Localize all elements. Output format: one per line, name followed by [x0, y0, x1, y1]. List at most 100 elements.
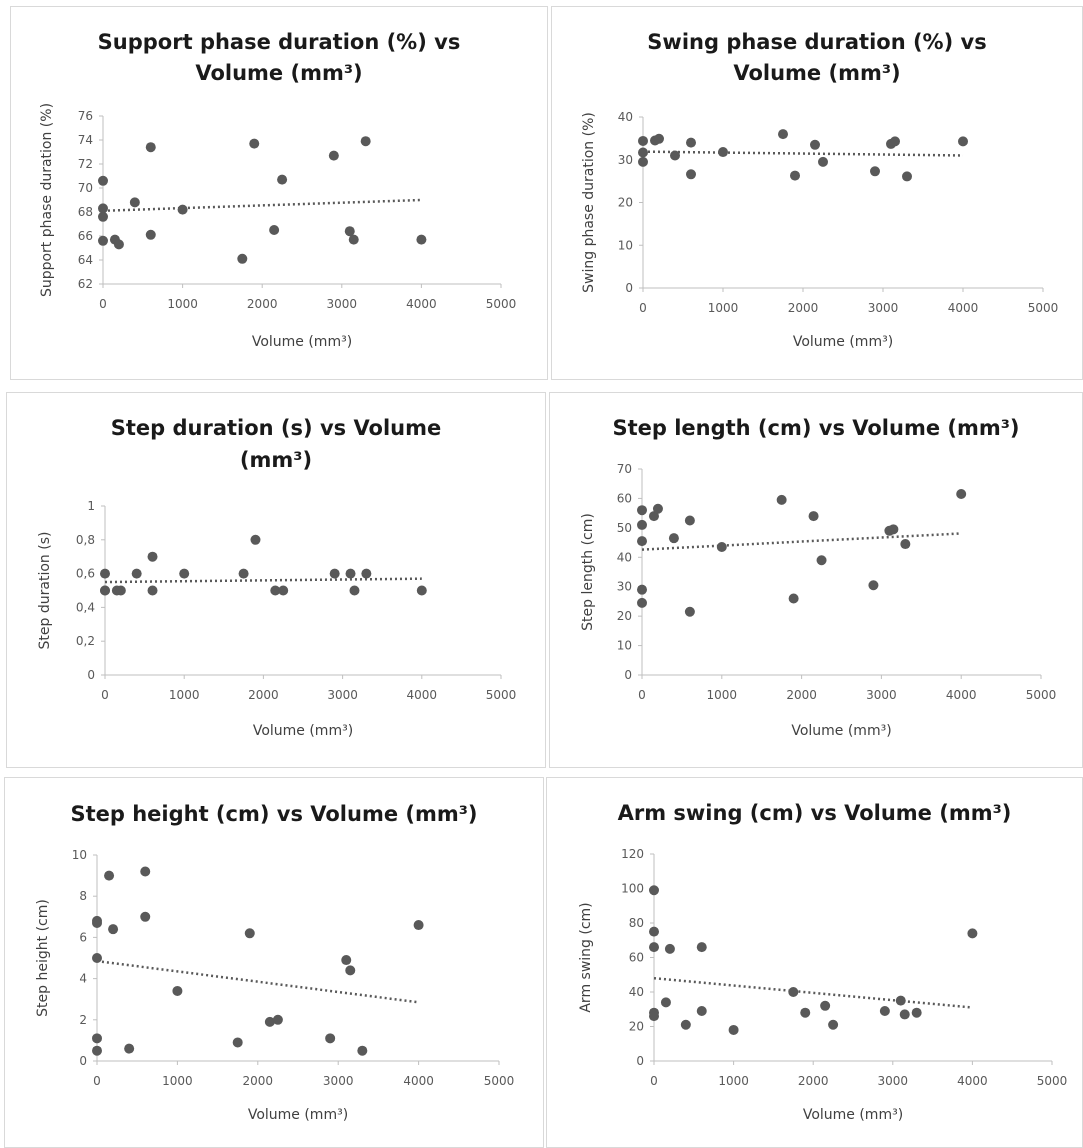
data-point — [129, 197, 140, 208]
y-axis-label: Step height (cm) — [35, 899, 51, 1017]
y-axis-label: Arm swing (cm) — [578, 902, 594, 1012]
x-tick-label: 0 — [650, 1074, 658, 1088]
data-point — [232, 1037, 243, 1048]
data-point — [899, 1009, 910, 1020]
y-tick-label: 66 — [78, 229, 93, 243]
y-axis-label: Step duration (s) — [37, 532, 53, 650]
data-point — [728, 1024, 739, 1035]
y-axis-label: Step length (cm) — [580, 513, 596, 631]
data-point — [696, 942, 707, 953]
trendline — [642, 150, 964, 157]
y-tick-label: 30 — [618, 153, 633, 167]
data-point — [911, 1007, 922, 1018]
data-point — [776, 494, 787, 505]
data-point — [668, 533, 679, 544]
x-tick-label: 3000 — [866, 688, 897, 702]
trendline — [102, 198, 422, 213]
scatter-chart: Arm swing (cm) vs Volume (mm³) 0 20 40 60 80 1… — [578, 801, 1068, 1123]
data-point — [870, 166, 880, 177]
data-point — [100, 568, 110, 579]
data-point — [113, 239, 124, 250]
x-axis-label: Volume (mm³) — [248, 1107, 348, 1123]
y-tick-label: 120 — [621, 847, 644, 861]
data-point — [237, 253, 248, 264]
data-point — [177, 204, 188, 215]
data-point — [360, 136, 371, 147]
step-length-chart-panel: Step length (cm) vs Volume (mm³) 0 10 20 30 4… — [549, 392, 1083, 768]
x-tick-label: 2000 — [788, 301, 819, 315]
data-point — [115, 585, 126, 596]
data-point — [788, 987, 799, 997]
x-tick-label: 4000 — [957, 1074, 988, 1088]
data-point — [325, 1033, 336, 1044]
y-tick-label: 0 — [625, 281, 633, 295]
y-tick-label: 0,8 — [76, 533, 95, 547]
y-tick-label: 8 — [79, 889, 87, 903]
data-point — [348, 234, 359, 245]
data-point — [328, 150, 339, 161]
x-tick-label: 1000 — [169, 688, 200, 702]
data-point — [879, 1005, 890, 1016]
trendline — [96, 959, 419, 1004]
y-tick-label: 62 — [78, 277, 93, 291]
data-point — [98, 235, 108, 246]
x-tick-label: 0 — [101, 688, 109, 702]
data-point — [277, 174, 288, 185]
data-point — [820, 1000, 831, 1011]
data-point — [637, 597, 647, 608]
data-point — [696, 1005, 707, 1016]
chart-title: (mm³) — [240, 448, 312, 472]
data-point — [100, 585, 110, 596]
x-tick-label: 1000 — [162, 1074, 193, 1088]
data-point — [638, 147, 648, 158]
x-tick-label: 5000 — [1028, 301, 1059, 315]
x-tick-label: 5000 — [1037, 1074, 1068, 1088]
y-tick-label: 40 — [617, 550, 632, 564]
x-tick-label: 2000 — [243, 1074, 274, 1088]
x-tick-label: 1000 — [708, 301, 739, 315]
data-point — [345, 568, 356, 579]
y-tick-label: 60 — [617, 491, 632, 505]
data-point — [660, 997, 671, 1008]
x-axis-label: Volume (mm³) — [253, 723, 353, 739]
chart-title: Volume (mm³) — [195, 61, 362, 85]
y-tick-label: 40 — [629, 985, 644, 999]
data-point — [686, 137, 696, 148]
y-tick-label: 72 — [78, 157, 93, 171]
y-tick-label: 70 — [78, 181, 93, 195]
data-point — [272, 1014, 283, 1025]
x-axis-label: Volume (mm³) — [793, 334, 893, 350]
y-tick-label: 6 — [79, 930, 87, 944]
x-tick-label: 5000 — [1026, 688, 1057, 702]
data-point — [98, 203, 108, 214]
y-tick-label: 40 — [618, 110, 633, 124]
data-point — [638, 156, 648, 167]
x-tick-label: 3000 — [878, 1074, 909, 1088]
data-point — [902, 171, 912, 182]
data-point — [686, 169, 696, 180]
data-point — [98, 175, 108, 186]
data-point — [808, 511, 819, 522]
y-tick-label: 0 — [624, 668, 632, 682]
data-point — [349, 585, 360, 596]
data-point — [637, 505, 647, 516]
data-point — [890, 136, 900, 147]
x-tick-label: 5000 — [484, 1074, 515, 1088]
data-point — [124, 1043, 135, 1054]
data-point — [238, 568, 249, 579]
data-point — [958, 136, 968, 147]
y-tick-label: 10 — [617, 639, 632, 653]
y-tick-label: 80 — [629, 916, 644, 930]
y-tick-label: 0 — [79, 1054, 87, 1068]
data-point — [145, 142, 156, 153]
step-height-chart-panel: Step height (cm) vs Volume (mm³) 0 2 4 6 8 10 0… — [4, 777, 544, 1148]
x-tick-label: 4000 — [946, 688, 977, 702]
data-point — [800, 1007, 811, 1018]
data-point — [264, 1016, 275, 1027]
x-tick-label: 3000 — [868, 301, 899, 315]
y-tick-label: 76 — [78, 109, 93, 123]
data-point — [345, 965, 356, 976]
y-tick-label: 60 — [629, 951, 644, 965]
data-point — [680, 1019, 691, 1030]
data-point — [92, 917, 102, 928]
